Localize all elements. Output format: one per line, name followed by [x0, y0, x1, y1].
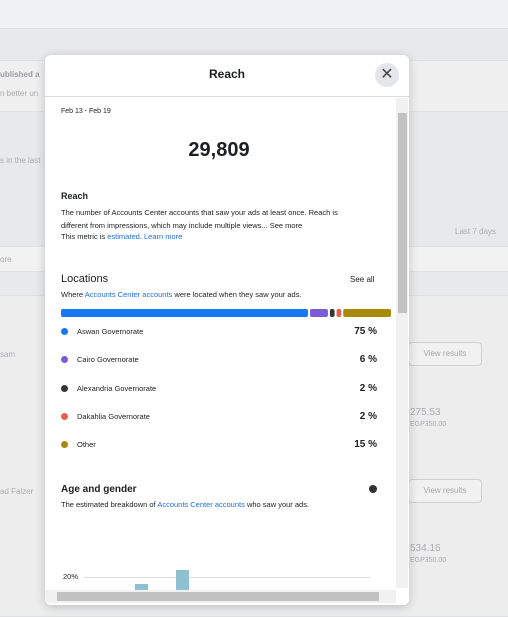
sub-pre: The estimated breakdown of [61, 500, 156, 509]
locations-heading: Locations [61, 273, 109, 285]
location-value: 2 % [359, 382, 377, 394]
notice-title: ublished a [0, 70, 40, 79]
row2-amount: 534.16 [410, 543, 441, 554]
age-bar [176, 570, 189, 592]
location-segment [336, 309, 342, 317]
view-results-button[interactable]: View results [408, 342, 482, 366]
location-segment [343, 309, 391, 317]
sub-pre: Where [61, 290, 84, 299]
close-button[interactable]: ✕ [375, 63, 399, 87]
accounts-link[interactable]: Accounts Center accounts [157, 500, 245, 509]
legend-dot [61, 356, 68, 364]
location-name: Aswan Governorate [77, 327, 144, 336]
location-value: 15 % [354, 439, 377, 451]
metric-pre: This metric is [61, 232, 106, 241]
sep: . [139, 232, 142, 241]
location-value: 6 % [359, 354, 377, 366]
age-gender-subtitle: The estimated breakdown of Accounts Cent… [61, 500, 309, 509]
reach-description: The number of Accounts Center accounts t… [61, 206, 361, 232]
dialog-title: Reach [208, 67, 246, 81]
location-name: Cairo Governorate [77, 355, 139, 365]
legend-dot [61, 328, 68, 335]
row2-budget: EGP350.00 [410, 557, 447, 564]
divider [45, 96, 409, 97]
locations-subtitle: Where Accounts Center accounts were loca… [61, 290, 302, 299]
range: Last 7 days [455, 227, 496, 236]
period-text: s in the last [0, 156, 41, 165]
row2-label: ad Faizer [0, 487, 34, 496]
legend-dot [61, 412, 68, 420]
description: The number of Accounts Center accounts t… [61, 208, 338, 230]
sub-post: who saw your ads. [246, 500, 310, 509]
location-segment [310, 309, 328, 317]
info-icon[interactable] [369, 485, 377, 493]
reach-dialog: Reach ✕ Feb 13 - Feb 19 29,809 Reach The… [45, 55, 409, 605]
location-value: 75 % [354, 326, 377, 337]
location-value: 2 % [359, 410, 377, 422]
row1-budget: EGP350.00 [410, 421, 447, 428]
legend-dot [61, 441, 68, 449]
reach-heading: Reach [61, 191, 89, 201]
learn-more-link[interactable]: Learn more [143, 232, 183, 241]
row1-amount: 275.53 [410, 407, 441, 418]
age-gender-heading: Age and gender [61, 484, 137, 495]
location-name: Dakahlia Governorate [77, 411, 150, 421]
legend-dot [61, 384, 68, 392]
see-more[interactable]: See more [269, 221, 303, 230]
view-results-button[interactable]: View results [408, 479, 482, 503]
location-name: Alexandria Governorate [77, 383, 157, 393]
search: ore [0, 255, 12, 264]
row1-label: sam [0, 350, 16, 359]
date-range: Feb 13 - Feb 19 [61, 108, 111, 115]
sub-post: were located when they saw your ads. [174, 290, 302, 299]
h-scroll-thumb[interactable] [57, 592, 379, 601]
age-bar [135, 584, 148, 592]
top-bar [0, 0, 508, 29]
location-segment [329, 309, 335, 317]
location-name: Other [77, 440, 96, 450]
estimated-link[interactable]: estimated [107, 232, 140, 241]
y-tick-label: 20% [63, 572, 79, 581]
see-all-link[interactable]: See all [350, 275, 375, 284]
location-segment [61, 309, 308, 317]
locations-bar [61, 309, 391, 317]
accounts-link[interactable]: Accounts Center accounts [84, 290, 173, 299]
reach-total: 29,809 [188, 139, 250, 161]
metric-note: This metric is estimated. Learn more [61, 232, 182, 241]
notice-text: n better un [0, 89, 39, 98]
grid-line [84, 577, 370, 578]
scroll-thumb[interactable] [398, 113, 407, 313]
